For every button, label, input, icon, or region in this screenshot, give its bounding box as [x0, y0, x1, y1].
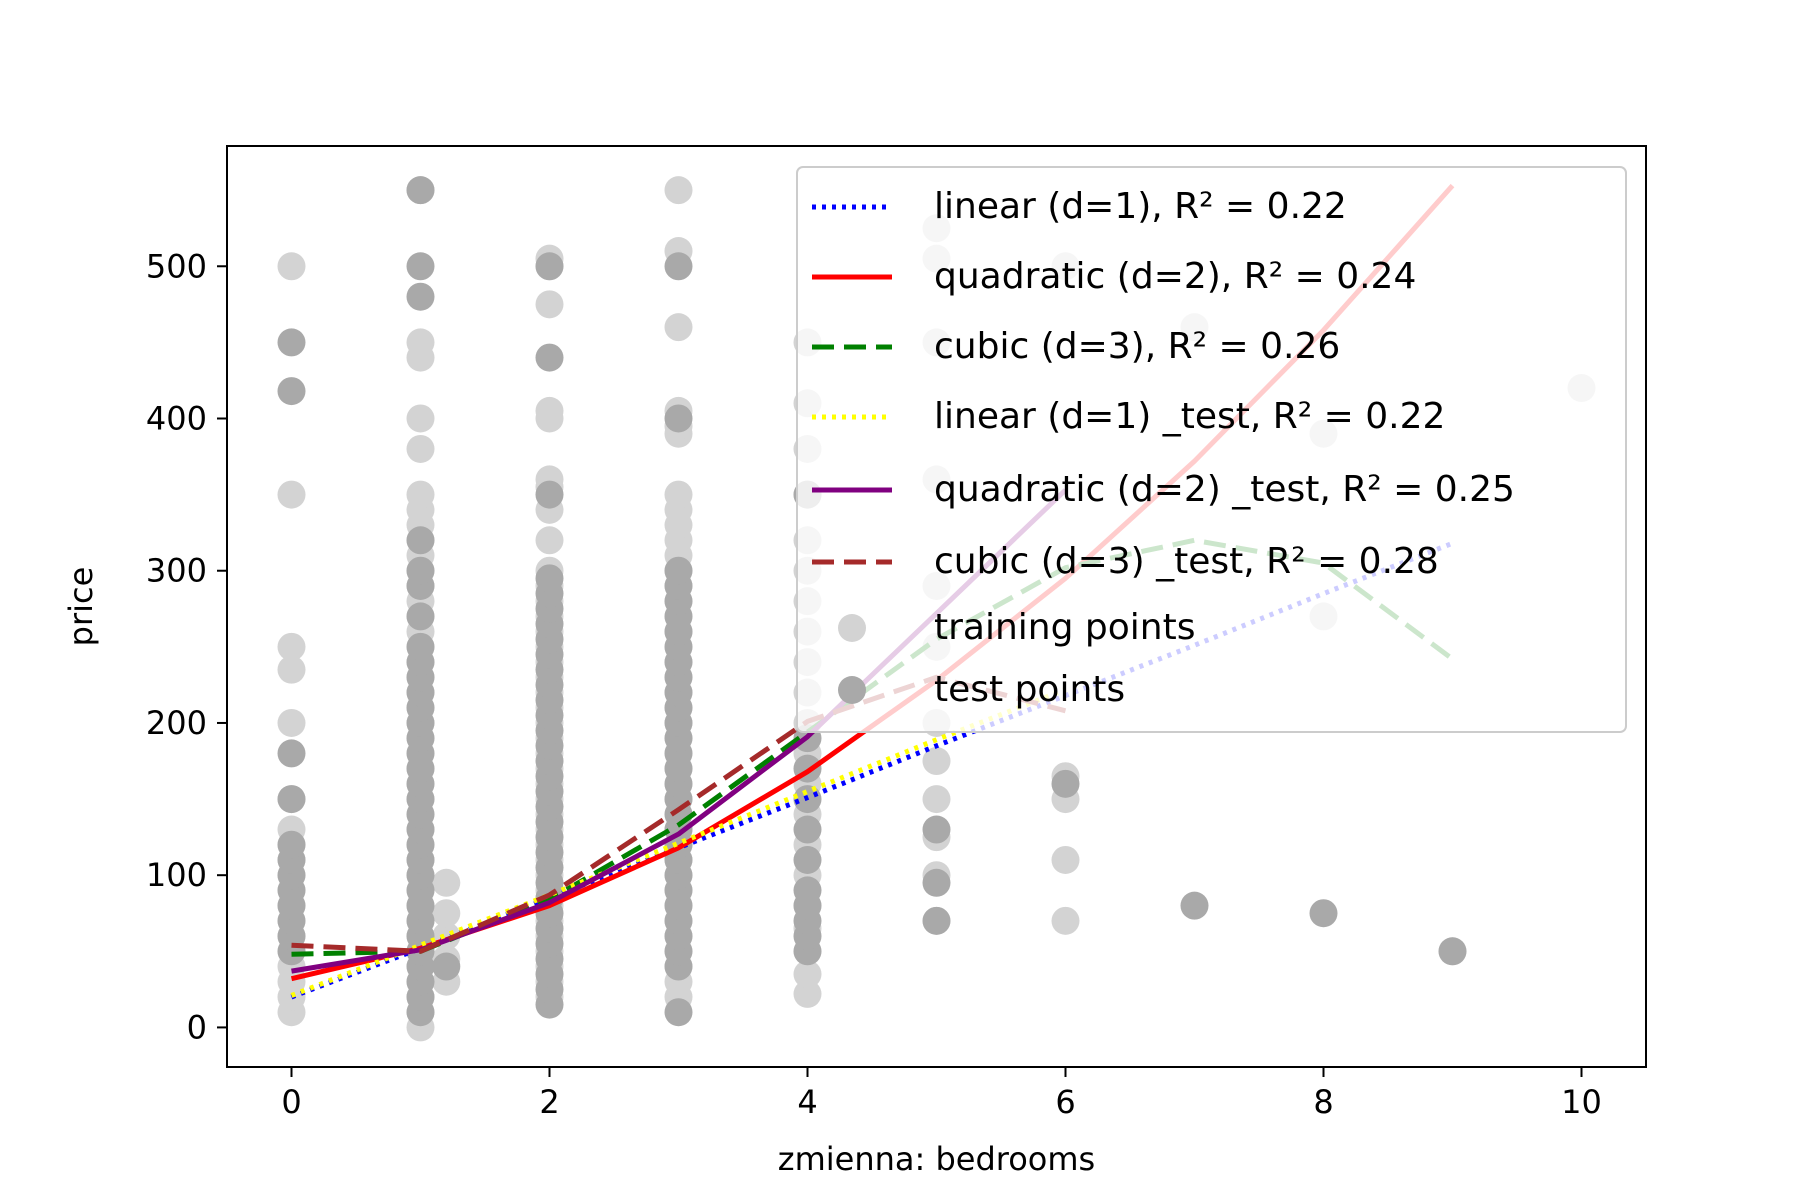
series-line-4: [290, 687, 1067, 998]
test-point: [1309, 899, 1338, 928]
test-points-layer: [277, 176, 1467, 1027]
legend: linear (d=1), R² = 0.22 quadratic (d=2), …: [796, 166, 1627, 733]
x-tick-label: 2: [539, 1083, 559, 1121]
test-point: [406, 282, 435, 311]
test-point: [793, 815, 822, 844]
y-tick-label: 300: [146, 552, 207, 590]
training-point: [922, 785, 951, 814]
training-point: [277, 708, 306, 737]
legend-box: [796, 166, 1627, 733]
x-tick-label: 10: [1561, 1083, 1602, 1121]
training-point: [922, 747, 951, 776]
test-point: [922, 815, 951, 844]
training-point: [664, 313, 693, 342]
test-point: [922, 906, 951, 935]
training-point: [1051, 845, 1080, 874]
test-point: [406, 252, 435, 281]
test-point: [793, 845, 822, 874]
test-point: [1051, 769, 1080, 798]
x-tick-label: 8: [1313, 1083, 1333, 1121]
y-tick-label: 400: [146, 399, 207, 437]
x-axis-ticks: 0 2 4 6 8 10: [281, 1067, 1602, 1121]
training-point: [535, 526, 564, 555]
test-point: [277, 830, 306, 859]
training-point: [406, 404, 435, 433]
training-point: [793, 979, 822, 1008]
test-point: [535, 252, 564, 281]
training-point: [406, 434, 435, 463]
series-line-1: [290, 540, 1454, 1000]
training-point: [664, 176, 693, 205]
test-point: [1180, 891, 1209, 920]
legend-label-6: cubic (d=3) _test, R² = 0.28: [934, 541, 1439, 582]
x-axis-label: zmienna: bedrooms: [778, 1140, 1095, 1178]
training-point: [277, 480, 306, 509]
y-tick-label: 200: [146, 704, 207, 742]
legend-label-test-points: test points: [934, 669, 1125, 710]
training-point: [535, 396, 564, 425]
y-tick-label: 500: [146, 247, 207, 285]
training-point: [432, 868, 461, 897]
test-point: [277, 328, 306, 357]
test-point: [277, 739, 306, 768]
test-point: [535, 564, 564, 593]
legend-label-1: linear (d=1), R² = 0.22: [934, 186, 1347, 227]
legend-label-2: quadratic (d=2), R² = 0.24: [934, 256, 1416, 297]
test-point: [793, 876, 822, 905]
training-point: [793, 960, 822, 989]
test-point: [406, 556, 435, 585]
training-point: [535, 290, 564, 319]
training-point: [406, 480, 435, 509]
test-point: [406, 602, 435, 631]
training-point: [664, 480, 693, 509]
test-point: [922, 868, 951, 897]
training-point: [277, 655, 306, 684]
training-point: [406, 328, 435, 357]
y-tick-label: 0: [187, 1008, 207, 1046]
test-point: [664, 998, 693, 1027]
plot-frame: [226, 145, 1647, 1068]
test-point: [664, 404, 693, 433]
test-point: [664, 556, 693, 585]
test-point: [664, 252, 693, 281]
test-point: [277, 785, 306, 814]
x-tick-label: 0: [281, 1083, 301, 1121]
legend-label-4: linear (d=1) _test, R² = 0.22: [934, 396, 1445, 437]
test-point: [535, 480, 564, 509]
legend-label-3: cubic (d=3), R² = 0.26: [934, 326, 1340, 367]
legend-marker-test: [838, 676, 866, 704]
y-tick-label: 100: [146, 856, 207, 894]
x-tick-label: 4: [797, 1083, 817, 1121]
x-tick-label: 6: [1055, 1083, 1075, 1121]
training-point: [432, 899, 461, 928]
test-point: [277, 377, 306, 406]
test-point: [406, 632, 435, 661]
y-axis-ticks: 0 100 200 300 400 500: [146, 247, 227, 1046]
training-point: [1051, 906, 1080, 935]
test-point: [406, 176, 435, 205]
test-point: [535, 343, 564, 372]
legend-label-training-points: training points: [934, 607, 1195, 648]
test-point: [1438, 937, 1467, 966]
training-point: [277, 252, 306, 281]
y-axis-label: price: [62, 567, 100, 647]
legend-marker-training: [838, 614, 866, 642]
legend-label-5: quadratic (d=2) _test, R² = 0.25: [934, 469, 1515, 510]
test-point: [432, 952, 461, 981]
test-point: [406, 526, 435, 555]
training-point: [277, 632, 306, 661]
